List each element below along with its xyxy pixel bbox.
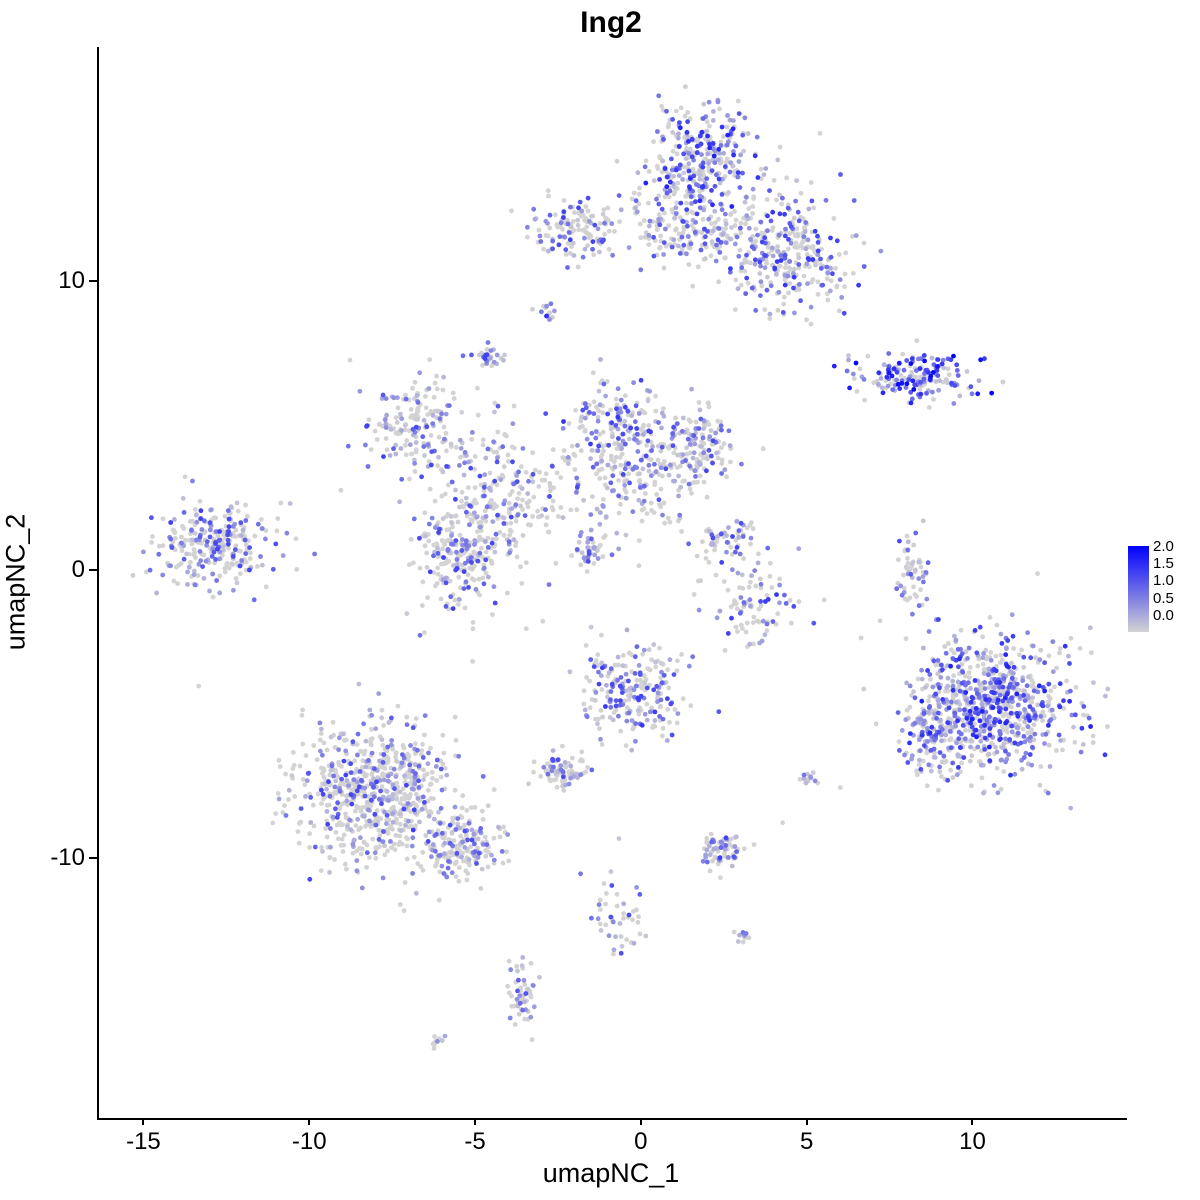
legend-tick-label: 0.5 [1153, 589, 1174, 607]
y-tick-label: -10 [50, 844, 85, 872]
x-tick-mark [308, 1118, 311, 1125]
x-tick-mark [474, 1118, 477, 1125]
scatter-points [130, 84, 1111, 1051]
y-tick-mark [89, 857, 97, 860]
x-tick-label: 5 [799, 1128, 814, 1155]
y-tick-mark [89, 568, 97, 571]
y-tick-label: 10 [58, 266, 85, 294]
x-tick-mark [639, 1118, 642, 1125]
plot-panel [97, 47, 1127, 1120]
x-tick-mark [805, 1118, 808, 1125]
x-axis-label: umapNC_1 [542, 1158, 680, 1188]
x-tick-mark [971, 1118, 974, 1125]
y-axis-label: umapNC_2 [0, 513, 31, 651]
legend-tick-label: 1.0 [1153, 572, 1174, 590]
colorbar-tick-labels: 2.0 1.5 1.0 0.5 0.0 [1153, 538, 1174, 624]
legend-tick-label: 2.0 [1153, 538, 1174, 555]
x-tick-label: 10 [959, 1128, 986, 1155]
y-tick-mark [89, 279, 97, 282]
x-tick-label: -5 [464, 1128, 486, 1155]
plot-title: Ing2 [580, 6, 642, 39]
y-tick-label: 0 [71, 555, 85, 583]
x-tick-label: 0 [634, 1128, 648, 1155]
colorbar-gradient [1128, 546, 1149, 632]
x-tick-label: -10 [291, 1128, 327, 1155]
x-tick-mark [142, 1118, 145, 1125]
legend-tick-label: 1.5 [1153, 555, 1174, 573]
x-tick-label: -15 [126, 1128, 161, 1155]
legend-tick-label: 0.0 [1153, 606, 1174, 624]
